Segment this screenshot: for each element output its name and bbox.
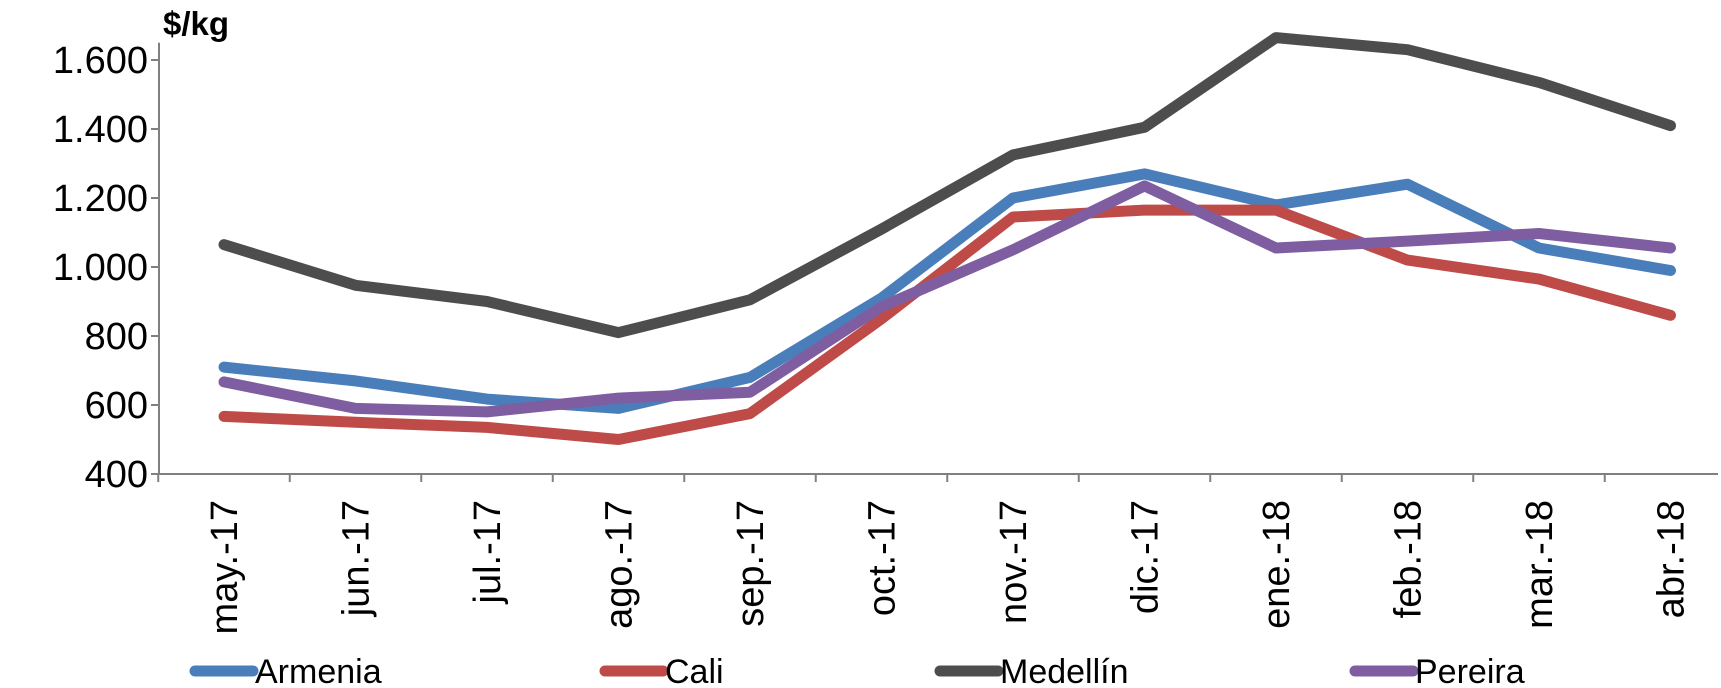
series-line-medellin [218,32,1676,339]
x-tick-label: mar.-18 [1519,500,1561,629]
y-tick-label: 1.600 [53,40,148,82]
legend-label: Armenia [255,653,382,688]
y-tick-label: 600 [85,385,148,427]
legend-item-pereira: Pereira [1349,653,1525,688]
series-lines [218,32,1676,445]
x-tick-label: nov.-17 [993,500,1035,624]
legend: Armenia Cali Medellín Pereira [189,653,1525,688]
y-tick-label: 400 [85,454,148,496]
series-line-pereira [218,180,1676,418]
y-axis-ticks: 400 600 800 1.000 1.200 1.400 1.600 [53,40,159,496]
x-tick-label: feb.-18 [1388,500,1430,618]
x-tick-label: ene.-18 [1256,500,1298,629]
legend-label: Pereira [1415,653,1525,688]
legend-item-medellin: Medellín [934,653,1129,688]
x-tick-label: ago.-17 [599,500,641,629]
legend-label: Medellín [1000,653,1129,688]
x-tick-label: dic.-17 [1125,500,1167,614]
legend-label: Cali [665,653,724,688]
x-tick-label: may.-17 [204,500,246,634]
x-tick-label: abr.-18 [1651,500,1693,618]
y-tick-label: 1.400 [53,109,148,151]
axes [158,42,1718,475]
legend-item-armenia: Armenia [189,653,382,688]
x-tick-label: sep.-17 [730,500,772,627]
y-tick-label: 800 [85,316,148,358]
y-tick-label: 1.000 [53,247,148,289]
x-tick-label: jul.-17 [467,500,509,605]
x-tick-label: jun.-17 [336,500,378,617]
legend-item-cali: Cali [599,653,724,688]
series-line-armenia [218,168,1676,414]
y-tick-label: 1.200 [53,178,148,220]
y-axis-unit-label: $/kg [163,5,229,42]
series-line-cali [218,204,1676,445]
x-axis-ticks: may.-17 jun.-17 jul.-17 ago.-17 sep.-17 oct.-… [157,474,1693,634]
x-tick-label: oct.-17 [862,500,904,616]
